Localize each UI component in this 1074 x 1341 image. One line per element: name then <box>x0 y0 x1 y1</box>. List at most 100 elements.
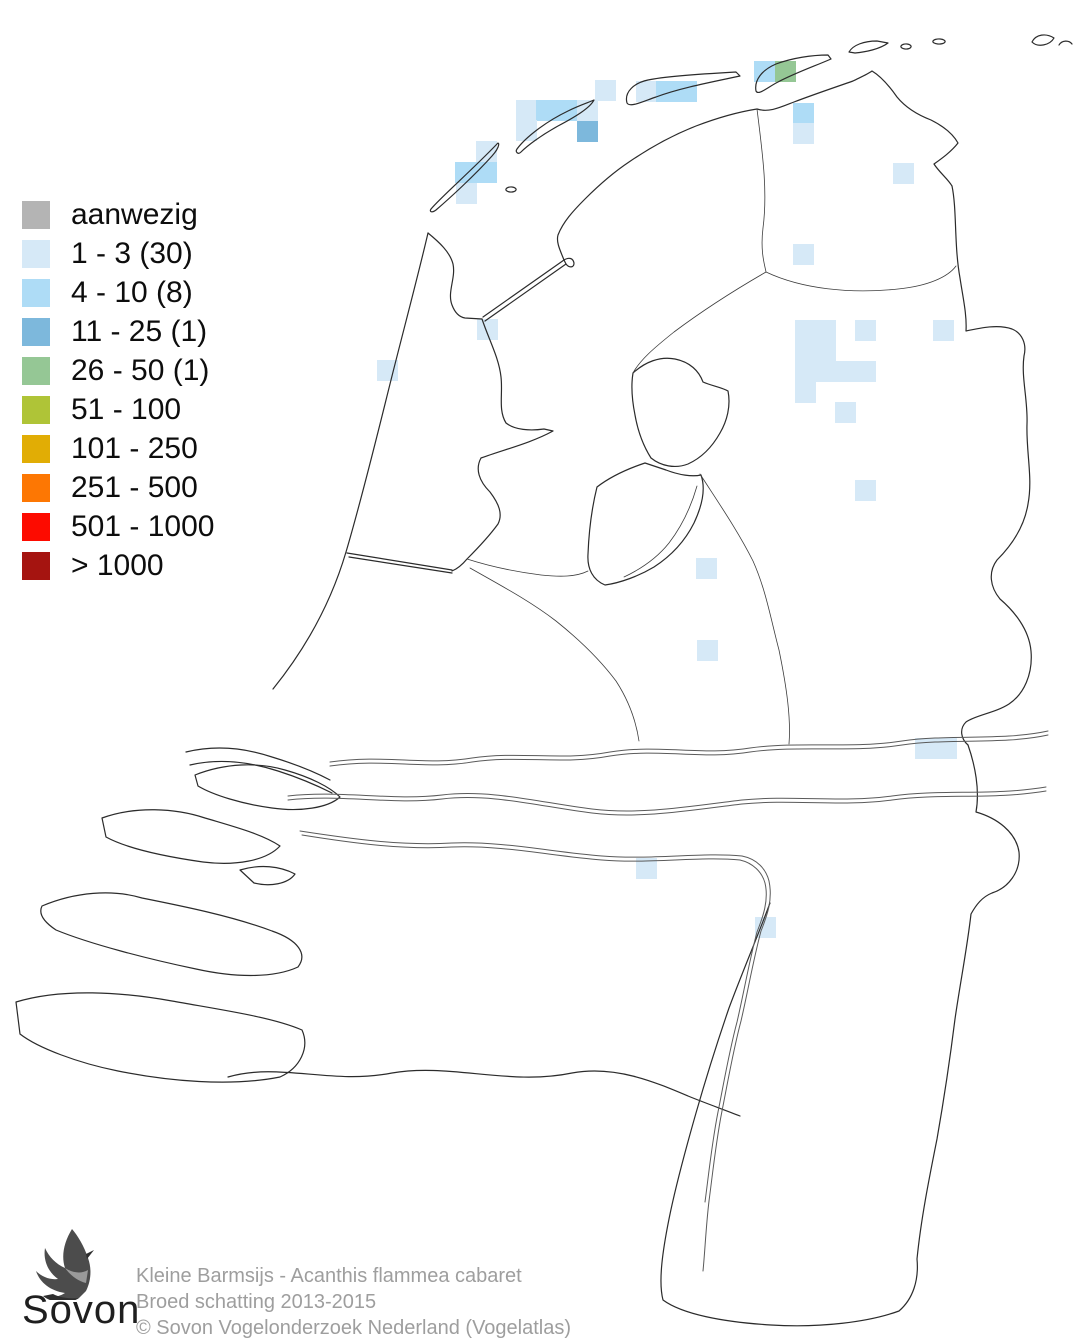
legend-label: 501 - 1000 <box>71 510 215 543</box>
legend-item-2: 4 - 10 (8) <box>22 276 214 309</box>
legend-swatch <box>22 435 50 463</box>
atlas-block-1-3 <box>456 183 477 204</box>
legend-label: > 1000 <box>71 549 164 582</box>
legend-label: 4 - 10 (8) <box>71 276 193 309</box>
atlas-block-1-3 <box>636 858 657 879</box>
legend-swatch <box>22 279 50 307</box>
atlas-block-1-3 <box>795 341 816 362</box>
atlas-block-1-3 <box>835 361 856 382</box>
atlas-block-4-10 <box>793 103 814 124</box>
legend-item-6: 101 - 250 <box>22 432 214 465</box>
legend-item-7: 251 - 500 <box>22 471 214 504</box>
river-nederrijn-lek <box>329 730 1049 763</box>
belgian-border <box>227 1069 741 1117</box>
atlas-block-1-3 <box>855 320 876 341</box>
atlas-block-1-3 <box>855 480 876 501</box>
outline-layer <box>15 34 1073 1327</box>
terschelling-island <box>625 71 741 106</box>
survey-period: Broed schatting 2013-2015 <box>136 1291 377 1313</box>
schouwen-island <box>101 809 281 864</box>
legend-item-8: 501 - 1000 <box>22 510 215 543</box>
atlas-block-1-3 <box>696 558 717 579</box>
border-utrecht-gelderland <box>469 567 640 742</box>
atlas-block-1-3 <box>595 80 616 101</box>
atlas-block-4-10 <box>455 162 476 183</box>
border-friesland-drenthe <box>632 271 767 374</box>
legend-item-4: 26 - 50 (1) <box>22 354 214 387</box>
sovon-logo: Sovon <box>14 1228 144 1333</box>
atlas-block-1-3 <box>636 81 657 102</box>
atlas-block-1-3 <box>516 120 537 141</box>
atlas-block-1-3 <box>915 738 936 759</box>
texel-island <box>429 142 500 213</box>
river-nederrijn-lek-south-bank <box>329 734 1049 767</box>
texel-islet <box>505 186 517 193</box>
schiermonnikoog-island <box>848 40 889 54</box>
river-maas-east-bank <box>301 834 767 1203</box>
legend-swatch <box>22 201 50 229</box>
atlas-block-4-10 <box>476 162 497 183</box>
legend-item-1: 1 - 3 (30) <box>22 239 214 269</box>
flevoland-polder <box>587 462 704 586</box>
voorne-goeree-island <box>194 764 341 811</box>
legend-item-3: 11 - 25 (1) <box>22 317 214 347</box>
vlieland-island <box>515 99 595 154</box>
friesland-hook <box>563 257 575 268</box>
atlas-blocks-layer <box>377 61 957 938</box>
veluwemeer-shore <box>623 485 698 578</box>
friesland-groningen-coast <box>556 70 959 261</box>
wadden-islet-1 <box>900 43 912 50</box>
legend-swatch <box>22 357 50 385</box>
atlas-block-1-3 <box>793 244 814 265</box>
wadden-islet-2 <box>932 38 946 45</box>
legend-item-0: aanwezig <box>22 198 214 231</box>
afsluitdijk <box>482 259 565 318</box>
legend-item-5: 51 - 100 <box>22 395 214 425</box>
wadden-islet-3 <box>1031 34 1055 46</box>
limburg-outline <box>660 744 1020 1327</box>
atlas-block-1-3 <box>795 320 816 341</box>
zeeuws-vlaanderen <box>15 992 306 1083</box>
legend-label: aanwezig <box>71 198 198 231</box>
copyright-line: © Sovon Vogelonderzoek Nederland (Vogela… <box>136 1317 572 1339</box>
border-friesland-groningen <box>756 108 767 273</box>
atlas-block-1-3 <box>795 382 816 403</box>
atlas-block-1-3 <box>835 402 856 423</box>
atlas-block-1-3 <box>477 319 498 340</box>
atlas-block-1-3 <box>697 640 718 661</box>
walcheren-beveland-island <box>40 892 303 977</box>
noord-holland-head <box>427 232 483 320</box>
ameland-island <box>755 54 832 94</box>
atlas-block-1-3 <box>793 123 814 144</box>
noordzeekanaal <box>346 552 453 574</box>
atlas-block-1-3 <box>815 320 836 341</box>
legend-label: 26 - 50 (1) <box>71 354 210 387</box>
atlas-block-1-3 <box>893 163 914 184</box>
swallow-icon <box>36 1229 94 1300</box>
atlas-block-4-10 <box>656 81 677 102</box>
german-border-east <box>951 185 1032 746</box>
legend-label: 101 - 250 <box>71 432 198 465</box>
legend: aanwezig 1 - 3 (30) 4 - 10 (8) 11 - 25 (1) 2… <box>22 198 215 591</box>
atlas-block-11-25 <box>577 121 598 142</box>
atlas-block-1-3 <box>476 141 497 162</box>
gooimeer-shore <box>466 558 589 577</box>
province-borders-layer <box>469 108 957 745</box>
atlas-block-1-3 <box>815 361 836 382</box>
atlas-block-1-3 <box>933 320 954 341</box>
atlas-block-1-3 <box>936 738 957 759</box>
legend-swatch <box>22 318 50 346</box>
europoort-harbor <box>185 747 333 794</box>
atlas-block-1-3 <box>516 100 537 121</box>
legend-label: 251 - 500 <box>71 471 198 504</box>
afsluitdijk-inner <box>484 263 567 322</box>
wadden-islet-4 <box>1058 40 1073 46</box>
noordoostpolder <box>631 357 730 468</box>
atlas-block-1-3 <box>815 341 836 362</box>
legend-swatch <box>22 552 50 580</box>
legend-swatch <box>22 396 50 424</box>
atlas-block-1-3 <box>795 361 816 382</box>
tholen-island <box>239 865 296 886</box>
atlas-block-4-10 <box>536 100 557 121</box>
